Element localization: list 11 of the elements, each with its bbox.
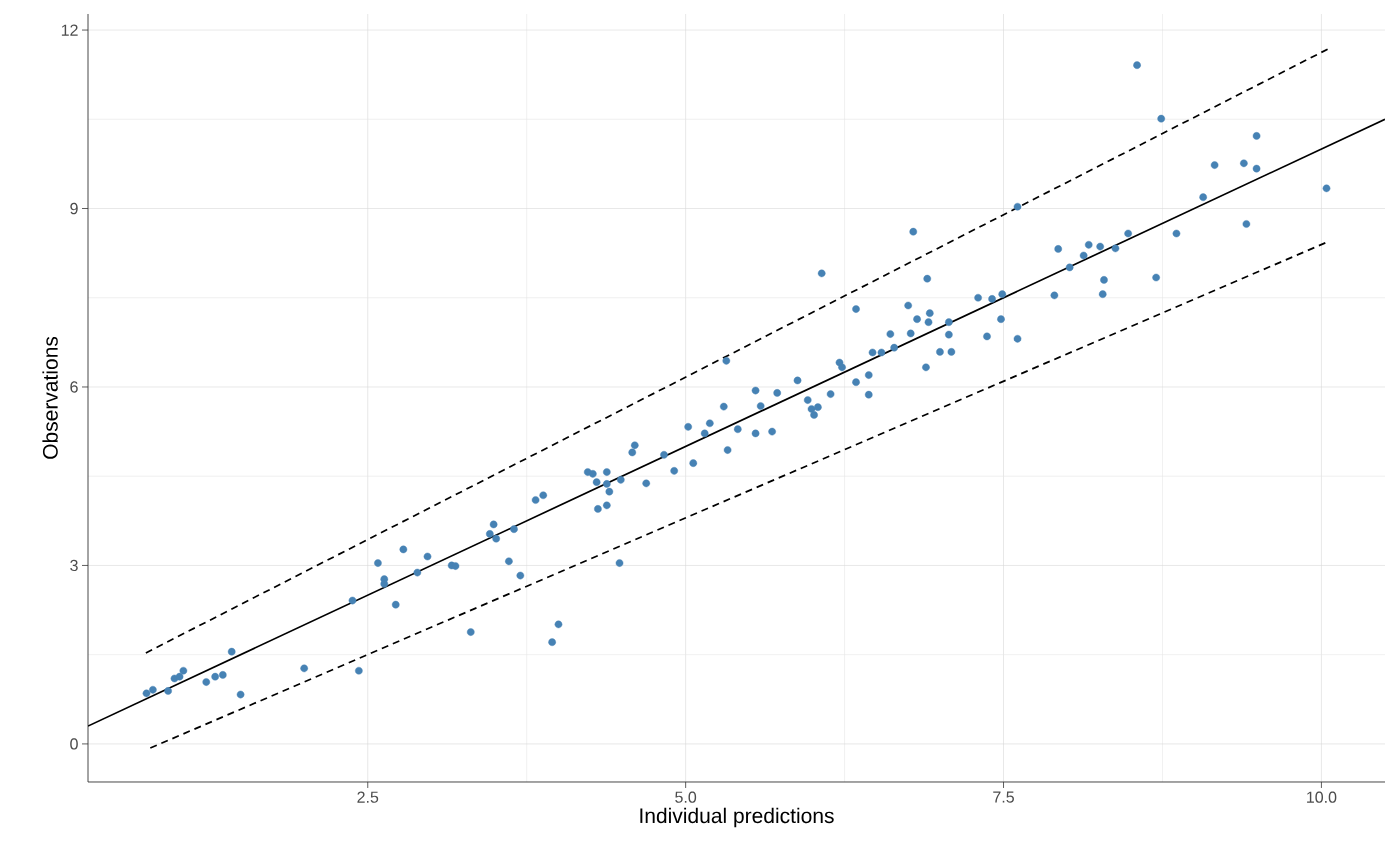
y-tick-label: 9 xyxy=(70,202,78,215)
x-tick-label: 5.0 xyxy=(675,791,697,803)
y-tick-label: 3 xyxy=(70,559,78,572)
y-tick-label: 12 xyxy=(61,24,78,36)
x-tick-label: 7.5 xyxy=(993,791,1014,803)
y-axis-title: Observations xyxy=(42,336,58,459)
x-axis-title: Individual predictions xyxy=(640,807,834,828)
y-tick-label: 6 xyxy=(70,381,78,393)
x-tick-label: 10.0 xyxy=(1307,791,1337,803)
x-tick-label: 2.5 xyxy=(357,791,379,803)
y-tick-label: 0 xyxy=(70,738,78,750)
